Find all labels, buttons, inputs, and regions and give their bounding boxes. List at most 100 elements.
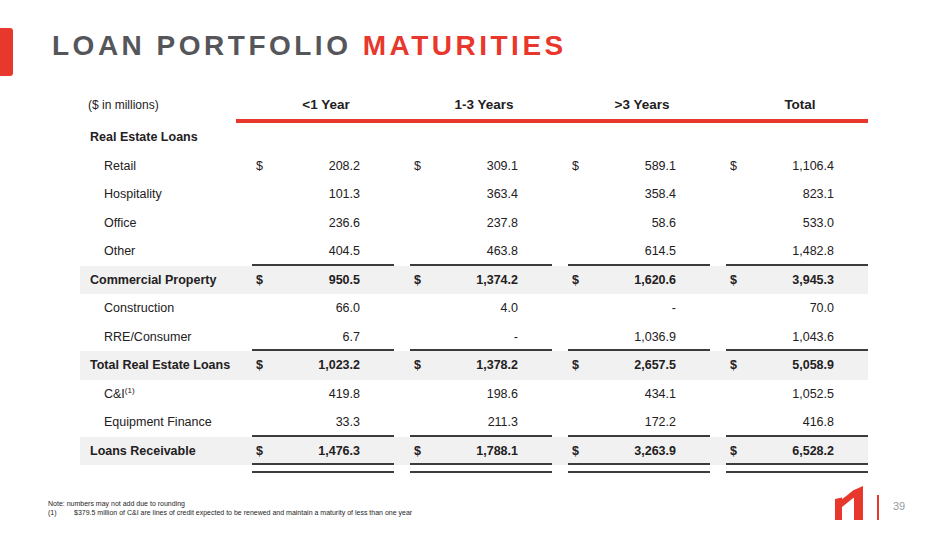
row-value-cell: 101.3 xyxy=(236,180,394,209)
column-header-lt1year: <1 Year xyxy=(236,97,394,112)
row-value-cell: 419.8 xyxy=(236,380,394,409)
cell-value: 3,945.3 xyxy=(792,273,834,287)
cell-value: 363.4 xyxy=(487,187,518,201)
cell-value: 1,378.2 xyxy=(476,358,518,372)
cell-value: 419.8 xyxy=(329,387,360,401)
footer-divider xyxy=(877,495,879,520)
row-label: Real Estate Loans xyxy=(80,130,236,144)
currency-symbol: $ xyxy=(256,273,263,287)
table-row: Loans Receivable$1,476.3$1,788.1$3,263.9… xyxy=(80,437,868,466)
cell-value: 614.5 xyxy=(645,244,676,258)
row-label: Other xyxy=(80,244,236,258)
row-label: Hospitality xyxy=(80,187,236,201)
column-header-total: Total xyxy=(710,97,868,112)
table-row: Equipment Finance33.3211.3172.2416.8 xyxy=(80,408,868,437)
row-value-cell: 66.0 xyxy=(236,294,394,323)
cell-value: 589.1 xyxy=(645,159,676,173)
row-value-cell: - xyxy=(552,294,710,323)
cell-value: 3,263.9 xyxy=(634,444,676,458)
page-title: LOAN PORTFOLIO MATURITIES xyxy=(52,30,567,62)
row-value-cell: $1,378.2 xyxy=(394,351,552,380)
currency-symbol: $ xyxy=(572,159,579,173)
row-label: Office xyxy=(80,216,236,230)
footnote-1-marker: (1) xyxy=(48,508,74,517)
row-value-cell: $1,374.2 xyxy=(394,266,552,295)
row-value-cell: 416.8 xyxy=(710,408,868,437)
table-row: Hospitality101.3363.4358.4823.1 xyxy=(80,180,868,209)
row-value-cell: 211.3 xyxy=(394,408,552,437)
cell-value: 33.3 xyxy=(336,415,360,429)
row-label: Retail xyxy=(80,159,236,173)
row-value-cell: $3,945.3 xyxy=(710,266,868,295)
cell-value: 416.8 xyxy=(803,415,834,429)
cell-value: 237.8 xyxy=(487,216,518,230)
row-value-cell: $1,106.4 xyxy=(710,152,868,181)
cell-value: 4.0 xyxy=(501,301,518,315)
row-value-cell xyxy=(236,123,394,152)
table-body: Real Estate LoansRetail$208.2$309.1$589.… xyxy=(80,123,868,465)
row-value-cell: $309.1 xyxy=(394,152,552,181)
footnote-reference: (1) xyxy=(125,386,135,395)
cell-value: 70.0 xyxy=(810,301,834,315)
row-value-cell: 236.6 xyxy=(236,209,394,238)
currency-symbol: $ xyxy=(572,273,579,287)
cell-value: 1,023.2 xyxy=(318,358,360,372)
cell-value: 1,106.4 xyxy=(792,159,834,173)
row-value-cell: $589.1 xyxy=(552,152,710,181)
row-value-cell: $6,528.2 xyxy=(710,437,868,466)
title-primary: LOAN PORTFOLIO xyxy=(52,30,363,61)
table-row: C&I(1) 419.8 198.6 434.11,052.5 xyxy=(80,380,868,409)
loan-maturities-table: ($ in millions) <1 Year 1-3 Years >3 Yea… xyxy=(80,90,868,465)
row-value-cell: $3,263.9 xyxy=(552,437,710,466)
footnote-rounding: Note: numbers may not add due to roundin… xyxy=(48,499,412,508)
row-value-cell: 533.0 xyxy=(710,209,868,238)
currency-symbol: $ xyxy=(414,358,421,372)
row-value-cell: $950.5 xyxy=(236,266,394,295)
cell-value: 5,058.9 xyxy=(792,358,834,372)
row-value-cell: 363.4 xyxy=(394,180,552,209)
cell-value: 1,374.2 xyxy=(476,273,518,287)
cell-value: 66.0 xyxy=(336,301,360,315)
currency-symbol: $ xyxy=(730,444,737,458)
currency-symbol: $ xyxy=(414,444,421,458)
title-accent-bar xyxy=(0,28,13,76)
row-label: Construction xyxy=(80,301,236,315)
cell-value: 208.2 xyxy=(329,159,360,173)
currency-symbol: $ xyxy=(730,358,737,372)
cell-value: - xyxy=(672,301,676,315)
row-value-cell: 1,036.9 xyxy=(552,323,710,352)
row-value-cell: 1,052.5 xyxy=(710,380,868,409)
row-value-cell: 58.6 xyxy=(552,209,710,238)
table-row: RRE/Consumer6.7-1,036.91,043.6 xyxy=(80,323,868,352)
cell-value: 1,476.3 xyxy=(318,444,360,458)
row-label: C&I(1) xyxy=(80,387,236,401)
table-row: Total Real Estate Loans$1,023.2$1,378.2$… xyxy=(80,351,868,380)
row-value-cell xyxy=(710,123,868,152)
row-value-cell: 237.8 xyxy=(394,209,552,238)
row-value-cell: - xyxy=(394,323,552,352)
cell-value: 823.1 xyxy=(803,187,834,201)
cell-value: 236.6 xyxy=(329,216,360,230)
row-value-cell: 614.5 xyxy=(552,237,710,266)
title-accent-word: MATURITIES xyxy=(363,30,567,61)
currency-symbol: $ xyxy=(256,159,263,173)
row-value-cell: 6.7 xyxy=(236,323,394,352)
row-value-cell: 823.1 xyxy=(710,180,868,209)
cell-value: 950.5 xyxy=(329,273,360,287)
row-label: Equipment Finance xyxy=(80,415,236,429)
row-value-cell xyxy=(552,123,710,152)
table-row: Commercial Property$950.5$1,374.2$1,620.… xyxy=(80,266,868,295)
row-value-cell: $1,023.2 xyxy=(236,351,394,380)
cell-value: 533.0 xyxy=(803,216,834,230)
row-value-cell: 70.0 xyxy=(710,294,868,323)
currency-symbol: $ xyxy=(256,444,263,458)
cell-value: 198.6 xyxy=(487,387,518,401)
row-label: RRE/Consumer xyxy=(80,330,236,344)
row-value-cell: 434.1 xyxy=(552,380,710,409)
row-value-cell: $1,476.3 xyxy=(236,437,394,466)
column-header-1-3years: 1-3 Years xyxy=(394,97,552,112)
row-value-cell: 4.0 xyxy=(394,294,552,323)
table-row: Construction 66.0 4.0 - 70.0 xyxy=(80,294,868,323)
cell-value: 58.6 xyxy=(652,216,676,230)
row-value-cell: $5,058.9 xyxy=(710,351,868,380)
